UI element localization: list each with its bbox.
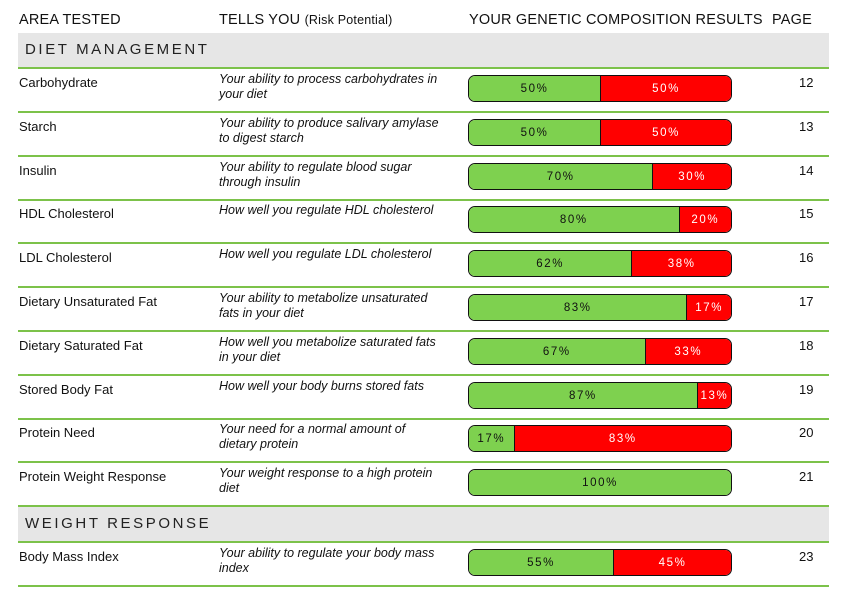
- table-row: Stored Body Fat How well your body burns …: [18, 376, 829, 420]
- risk-description: Your ability to process carbohydrates in…: [219, 72, 438, 101]
- area-tested-label: Dietary Unsaturated Fat: [19, 294, 158, 309]
- result-bar: 100%: [468, 469, 732, 496]
- result-bar-green: 17%: [469, 426, 514, 451]
- area-tested-label: Body Mass Index: [19, 549, 119, 564]
- result-bar-red: 20%: [678, 207, 731, 232]
- risk-description: How well your body burns stored fats: [219, 379, 424, 393]
- risk-description: How well you regulate HDL cholesterol: [219, 203, 434, 217]
- table-row: HDL Cholesterol How well you regulate HDL…: [18, 200, 829, 244]
- result-bar-green: 50%: [469, 76, 600, 101]
- table-row: Dietary Unsaturated Fat Your ability to m…: [18, 288, 829, 332]
- table-row: LDL Cholesterol How well you regulate LDL…: [18, 244, 829, 288]
- page-number: 15: [799, 206, 814, 221]
- result-bar-green: 83%: [469, 295, 687, 320]
- page-number: 21: [799, 469, 814, 484]
- section-title: WEIGHT RESPONSE: [25, 515, 212, 532]
- result-bar-green: 62%: [469, 251, 632, 276]
- header-tells-you: TELLS YOU (Risk Potential): [219, 12, 393, 28]
- area-tested-label: Starch: [19, 119, 57, 134]
- result-bar-red: 17%: [686, 295, 731, 320]
- table-row: Insulin Your ability to regulate blood su…: [18, 157, 829, 201]
- risk-description: Your ability to regulate blood sugar thr…: [219, 160, 412, 189]
- result-bar-green: 70%: [469, 164, 653, 189]
- result-bar-red: 33%: [644, 339, 731, 364]
- page-number: 18: [799, 338, 814, 353]
- risk-description: Your ability to produce salivary amylase…: [219, 116, 439, 145]
- result-bar: 55% 45%: [468, 549, 732, 576]
- page-number: 16: [799, 250, 814, 265]
- area-tested-label: Dietary Saturated Fat: [19, 338, 143, 353]
- table-row: Starch Your ability to produce salivary a…: [18, 113, 829, 157]
- result-bar: 80% 20%: [468, 206, 732, 233]
- result-bar: 50% 50%: [468, 75, 732, 102]
- header-area-tested: AREA TESTED: [19, 12, 121, 28]
- result-bar-green: 80%: [469, 207, 679, 232]
- area-tested-label: Carbohydrate: [19, 75, 98, 90]
- area-tested-label: LDL Cholesterol: [19, 250, 112, 265]
- result-bar: 87% 13%: [468, 382, 732, 409]
- result-bar: 70% 30%: [468, 163, 732, 190]
- risk-description: Your need for a normal amount of dietary…: [219, 422, 406, 451]
- table-row: Carbohydrate Your ability to process carb…: [18, 69, 829, 113]
- section-title: DIET MANAGEMENT: [25, 41, 210, 58]
- risk-description: Your weight response to a high protein d…: [219, 466, 433, 495]
- result-bar-green: 55%: [469, 550, 614, 575]
- table-row: Body Mass Index Your ability to regulate …: [18, 543, 829, 587]
- result-bar-red: 13%: [696, 383, 731, 408]
- result-bar: 83% 17%: [468, 294, 732, 321]
- result-bar: 50% 50%: [468, 119, 732, 146]
- page-number: 19: [799, 382, 814, 397]
- result-bar-red: 38%: [631, 251, 731, 276]
- result-bar: 62% 38%: [468, 250, 732, 277]
- page-number: 23: [799, 549, 814, 564]
- result-bar-red: 50%: [600, 76, 731, 101]
- risk-description: How well you metabolize saturated fats i…: [219, 335, 436, 364]
- area-tested-label: Protein Weight Response: [19, 469, 167, 484]
- header-tells-you-label: TELLS YOU: [219, 12, 301, 28]
- area-tested-label: Protein Need: [19, 425, 95, 440]
- header-tells-you-sub: (Risk Potential): [304, 13, 393, 27]
- header-results: YOUR GENETIC COMPOSITION RESULTS: [469, 12, 763, 28]
- risk-description: How well you regulate LDL cholesterol: [219, 247, 432, 261]
- table-header: AREA TESTED TELLS YOU (Risk Potential) Y…: [0, 12, 854, 32]
- area-tested-label: Insulin: [19, 163, 57, 178]
- area-tested-label: HDL Cholesterol: [19, 206, 114, 221]
- table-row: Dietary Saturated Fat How well you metabo…: [18, 332, 829, 376]
- page-number: 17: [799, 294, 814, 309]
- risk-description: Your ability to metabolize unsaturated f…: [219, 291, 428, 320]
- result-bar: 17% 83%: [468, 425, 732, 452]
- result-bar-green: 87%: [469, 383, 697, 408]
- section-header: WEIGHT RESPONSE: [18, 507, 829, 543]
- result-bar-red: 45%: [613, 550, 731, 575]
- header-page: PAGE: [772, 12, 813, 28]
- result-bar-red: 30%: [652, 164, 731, 189]
- page-number: 12: [799, 75, 814, 90]
- area-tested-label: Stored Body Fat: [19, 382, 113, 397]
- section-header: DIET MANAGEMENT: [18, 33, 829, 69]
- result-bar-green: 67%: [469, 339, 645, 364]
- result-bar: 67% 33%: [468, 338, 732, 365]
- page-number: 14: [799, 163, 814, 178]
- result-bar-green: 50%: [469, 120, 600, 145]
- result-bar-red: 50%: [600, 120, 731, 145]
- table-row: Protein Weight Response Your weight respo…: [18, 463, 829, 507]
- result-bar-red: 83%: [513, 426, 731, 451]
- page-number: 13: [799, 119, 814, 134]
- risk-description: Your ability to regulate your body mass …: [219, 546, 435, 575]
- result-bar-green: 100%: [469, 470, 731, 495]
- page-number: 20: [799, 425, 814, 440]
- table-row: Protein Need Your need for a normal amoun…: [18, 419, 829, 463]
